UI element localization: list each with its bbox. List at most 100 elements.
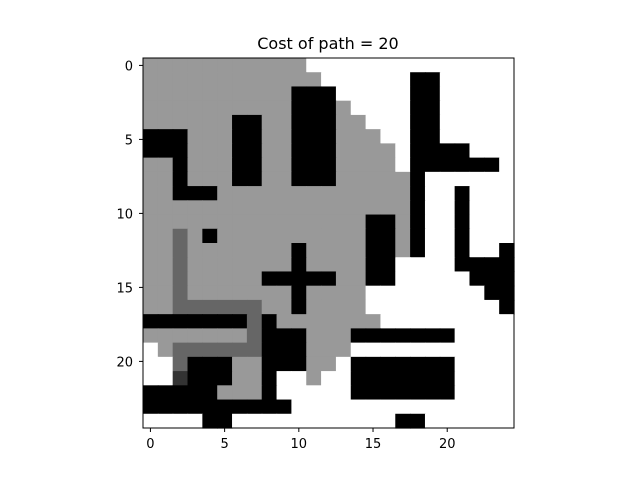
heatmap-cell <box>365 228 382 244</box>
heatmap-cell <box>172 342 189 358</box>
heatmap-cell <box>232 114 248 130</box>
heatmap-cell <box>276 299 292 315</box>
heatmap-cell <box>469 157 485 173</box>
heatmap-cell <box>261 143 278 159</box>
heatmap-cell <box>350 157 367 173</box>
heatmap-cell <box>395 285 411 301</box>
heatmap-cell <box>335 314 352 329</box>
heatmap-cell <box>143 257 159 273</box>
heatmap-cell <box>321 314 337 329</box>
heatmap-cell <box>187 100 203 116</box>
heatmap-cell <box>306 171 322 187</box>
heatmap-cell <box>484 228 500 244</box>
heatmap-cell <box>276 129 292 144</box>
heatmap-cell <box>202 328 218 344</box>
heatmap-cell <box>157 271 174 287</box>
heatmap-cell <box>261 100 278 116</box>
heatmap-cell <box>380 228 396 244</box>
heatmap-cell <box>454 342 471 358</box>
heatmap-cell <box>157 114 174 130</box>
heatmap-cell <box>350 356 367 372</box>
heatmap-cell <box>232 214 248 230</box>
heatmap-cell <box>232 328 248 344</box>
heatmap-cell <box>202 129 218 144</box>
heatmap-cell <box>217 385 233 401</box>
heatmap-cell <box>321 100 337 116</box>
heatmap-cell <box>321 129 337 144</box>
heatmap-cell <box>439 271 456 287</box>
heatmap-cell <box>202 399 218 415</box>
heatmap-cell <box>291 243 307 258</box>
heatmap-cell <box>276 186 292 201</box>
heatmap-cell <box>499 228 515 244</box>
heatmap-cell <box>484 385 500 401</box>
heatmap-cell <box>350 100 367 116</box>
heatmap-cell <box>335 371 352 386</box>
heatmap-cell <box>306 200 322 216</box>
heatmap-cell <box>365 356 382 372</box>
heatmap-cell <box>365 86 382 102</box>
heatmap-cell <box>350 200 367 216</box>
heatmap-cell <box>246 413 263 429</box>
heatmap-cell <box>291 328 307 344</box>
y-tick-label: 5 <box>125 133 133 148</box>
heatmap-cell <box>484 86 500 102</box>
heatmap-cell <box>350 243 367 258</box>
heatmap-cell <box>365 399 382 415</box>
heatmap-cell <box>424 200 441 216</box>
heatmap-cell <box>365 200 382 216</box>
heatmap-cell <box>395 86 411 102</box>
heatmap-cell <box>202 342 218 358</box>
heatmap-cell <box>499 328 515 344</box>
heatmap-cell <box>424 171 441 187</box>
heatmap-cell <box>232 271 248 287</box>
heatmap-cell <box>365 129 382 144</box>
heatmap-cell <box>232 399 248 415</box>
heatmap-cell <box>217 342 233 358</box>
heatmap-cell <box>187 413 203 429</box>
heatmap-cell <box>143 243 159 258</box>
heatmap-cell <box>350 257 367 273</box>
heatmap-cell <box>499 171 515 187</box>
heatmap-cell <box>306 72 322 88</box>
heatmap-cell <box>202 114 218 130</box>
heatmap-cell <box>291 186 307 201</box>
heatmap-cell <box>276 399 292 415</box>
heatmap-cell <box>217 129 233 144</box>
heatmap-cell <box>217 157 233 173</box>
heatmap-cell <box>350 129 367 144</box>
heatmap-cell <box>187 257 203 273</box>
heatmap-cell <box>276 228 292 244</box>
heatmap-cell <box>187 385 203 401</box>
heatmap-cell <box>395 58 411 73</box>
heatmap-cell <box>454 271 471 287</box>
heatmap-cell <box>499 299 515 315</box>
heatmap-cell <box>424 385 441 401</box>
heatmap-cell <box>157 371 174 386</box>
heatmap-cell <box>321 356 337 372</box>
heatmap-cell <box>350 186 367 201</box>
heatmap-cell <box>143 100 159 116</box>
heatmap-cell <box>439 285 456 301</box>
heatmap-cell <box>484 328 500 344</box>
heatmap-cell <box>469 371 485 386</box>
heatmap-cell <box>143 328 159 344</box>
heatmap-cell <box>484 186 500 201</box>
heatmap-cell <box>202 243 218 258</box>
heatmap-cell <box>143 72 159 88</box>
heatmap-cell <box>439 214 456 230</box>
heatmap-cell <box>291 114 307 130</box>
heatmap-cell <box>380 371 396 386</box>
heatmap-cell <box>232 371 248 386</box>
heatmap-cell <box>439 385 456 401</box>
heatmap-cell <box>187 143 203 159</box>
heatmap-cell <box>261 299 278 315</box>
heatmap-cell <box>291 228 307 244</box>
heatmap-cell <box>261 129 278 144</box>
heatmap-cell <box>157 385 174 401</box>
heatmap-cell <box>187 399 203 415</box>
heatmap-cell <box>380 328 396 344</box>
x-axis: 0 5 10 15 20 <box>146 428 455 452</box>
heatmap-cell <box>454 299 471 315</box>
heatmap-cell <box>424 342 441 358</box>
